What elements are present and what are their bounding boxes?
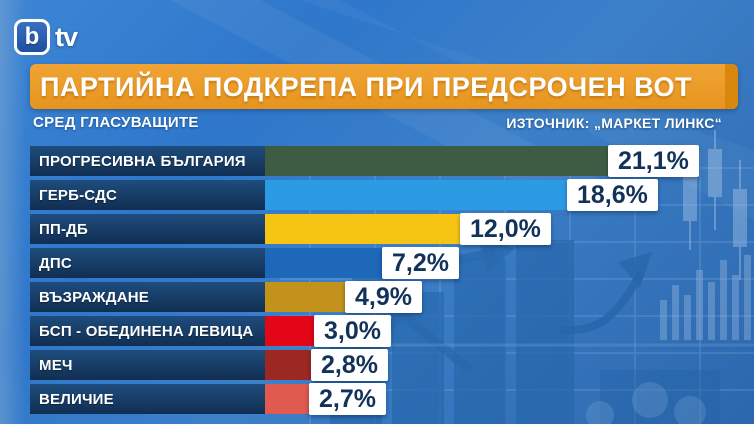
- party-label: ПП-ДБ: [30, 214, 265, 244]
- party-bar: [265, 316, 314, 346]
- chart-row: ВЪЗРАЖДАНЕ 4,9%: [0, 281, 754, 313]
- party-label: ДПС: [30, 248, 265, 278]
- party-label: МЕЧ: [30, 350, 265, 380]
- party-value: 7,2%: [382, 247, 459, 279]
- chart-row: ПРОГРЕСИВНА БЪЛГАРИЯ 21,1%: [0, 145, 754, 177]
- party-bar: [265, 282, 345, 312]
- party-bar: [265, 180, 567, 210]
- btv-logo: b tv: [14, 19, 78, 55]
- chart-row: ГЕРБ-СДС 18,6%: [0, 179, 754, 211]
- source-label: ИЗТОЧНИК: „МАРКЕТ ЛИНКС“: [506, 115, 722, 131]
- party-value: 2,7%: [309, 383, 386, 415]
- party-value: 21,1%: [608, 145, 699, 177]
- party-bar: [265, 214, 460, 244]
- party-bar: [265, 350, 311, 380]
- title-banner: ПАРТИЙНА ПОДКРЕПА ПРИ ПРЕДСРОЧЕН ВОТ: [30, 64, 738, 109]
- chart-row: БСП - ОБЕДИНЕНА ЛЕВИЦА 3,0%: [0, 315, 754, 347]
- party-label: ВЕЛИЧИЕ: [30, 384, 265, 414]
- party-bar: [265, 384, 309, 414]
- chart-row: МЕЧ 2,8%: [0, 349, 754, 381]
- party-value: 2,8%: [311, 349, 388, 381]
- chart-subtitle: СРЕД ГЛАСУВАЩИТЕ: [33, 114, 199, 131]
- party-value: 18,6%: [567, 179, 658, 211]
- party-bar: [265, 248, 382, 278]
- party-bar: [265, 146, 608, 176]
- party-label: ГЕРБ-СДС: [30, 180, 265, 210]
- party-value: 12,0%: [460, 213, 551, 245]
- party-value: 4,9%: [345, 281, 422, 313]
- chart-row: ДПС 7,2%: [0, 247, 754, 279]
- page-title: ПАРТИЙНА ПОДКРЕПА ПРИ ПРЕДСРОЧЕН ВОТ: [40, 72, 692, 102]
- btv-logo-text: tv: [55, 21, 78, 52]
- party-value: 3,0%: [314, 315, 391, 347]
- party-label: ВЪЗРАЖДАНЕ: [30, 282, 265, 312]
- chart-row: ПП-ДБ 12,0%: [0, 213, 754, 245]
- subheader: СРЕД ГЛАСУВАЩИТЕ ИЗТОЧНИК: „МАРКЕТ ЛИНКС…: [33, 114, 722, 134]
- party-label: ПРОГРЕСИВНА БЪЛГАРИЯ: [30, 146, 265, 176]
- btv-logo-icon: b: [14, 19, 50, 55]
- chart-row: ВЕЛИЧИЕ 2,7%: [0, 383, 754, 415]
- party-label: БСП - ОБЕДИНЕНА ЛЕВИЦА: [30, 316, 265, 346]
- banner-edge-accent: [725, 64, 738, 109]
